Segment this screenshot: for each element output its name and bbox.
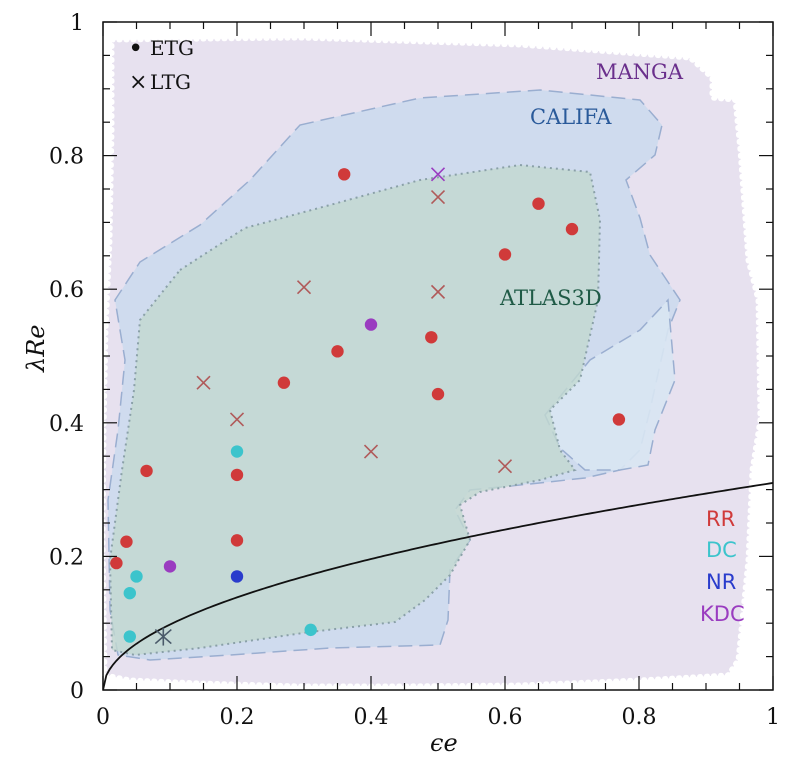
legend-kdc: KDC: [700, 602, 745, 626]
legend-dc: DC: [706, 538, 737, 562]
x-tick-label: 0.4: [354, 705, 389, 730]
point-rr: [110, 556, 123, 570]
point-ltg-rr: [430, 284, 446, 299]
point-dc: [123, 630, 136, 643]
point-dc: [130, 570, 143, 583]
legend-kinematic: RR DC NR KDC: [700, 507, 745, 626]
x-tick-label: 0.6: [488, 705, 523, 730]
y-tick-label: 1: [70, 11, 84, 36]
legend-ltg-label: LTG: [150, 70, 191, 94]
point-kdc: [364, 318, 378, 331]
point-ltg-rr: [229, 412, 245, 427]
lambda-epsilon-curve: [103, 482, 773, 690]
x-tick-label: 0: [96, 705, 110, 730]
axis-ticks: [102, 21, 774, 691]
x-tick-label: 1: [766, 705, 780, 730]
point-dc: [304, 623, 317, 637]
legend-shape: • ETG × LTG: [128, 34, 194, 95]
region-atlas3d: [108, 163, 602, 657]
legend-etg-label: ETG: [150, 36, 194, 60]
point-ltg-rr: [430, 189, 446, 205]
region-label-atlas3d: ATLAS3D: [499, 286, 602, 310]
y-tick-label: 0.4: [49, 412, 84, 437]
point-ltg-kdc: [430, 167, 446, 182]
region-label-califa: CALIFA: [530, 105, 612, 129]
point-rr: [612, 413, 626, 426]
point-rr: [565, 222, 579, 236]
point-rr: [425, 331, 438, 344]
region-califa-lobe: [544, 298, 676, 471]
point-rr: [532, 197, 545, 210]
point-rr: [120, 535, 133, 548]
legend-ltg-marker: ×: [129, 70, 147, 95]
point-rr: [331, 345, 344, 358]
axis-tick-labels: 00 0.2 0.2 0.4 0.4 0.6 0.6 0.8 0.8 1 1: [49, 11, 780, 730]
point-ltg-rr: [196, 375, 211, 390]
legend-nr: NR: [706, 570, 736, 594]
data-points: [110, 167, 626, 646]
point-ltg-rr: [363, 444, 379, 459]
point-kdc: [163, 560, 177, 573]
point-ltg-rr: [296, 280, 312, 295]
point-rr: [230, 468, 244, 482]
point-rr: [338, 168, 351, 181]
point-rr: [140, 464, 153, 478]
x-tick-label: 0.2: [220, 705, 255, 730]
point-rr: [431, 387, 445, 401]
y-axis-title: λRe: [22, 325, 50, 373]
y-tick-label: 0: [70, 679, 84, 704]
point-rr: [498, 248, 512, 261]
point-dc: [123, 586, 136, 600]
y-tick-label: 0.2: [49, 545, 84, 570]
point-dc: [230, 445, 244, 458]
point-ltg-nr: [154, 627, 172, 646]
point-nr: [230, 570, 244, 583]
legend-etg-marker: •: [128, 34, 143, 64]
x-axis-title: ϵe: [430, 729, 458, 757]
point-rr: [230, 534, 244, 547]
region-label-manga: MANGA: [596, 60, 684, 84]
y-tick-label: 0.6: [49, 278, 84, 303]
point-ltg-rr: [497, 459, 513, 474]
x-tick-label: 0.8: [622, 705, 657, 730]
point-rr: [277, 376, 291, 389]
legend-rr: RR: [706, 507, 735, 531]
y-tick-label: 0.8: [49, 145, 84, 170]
